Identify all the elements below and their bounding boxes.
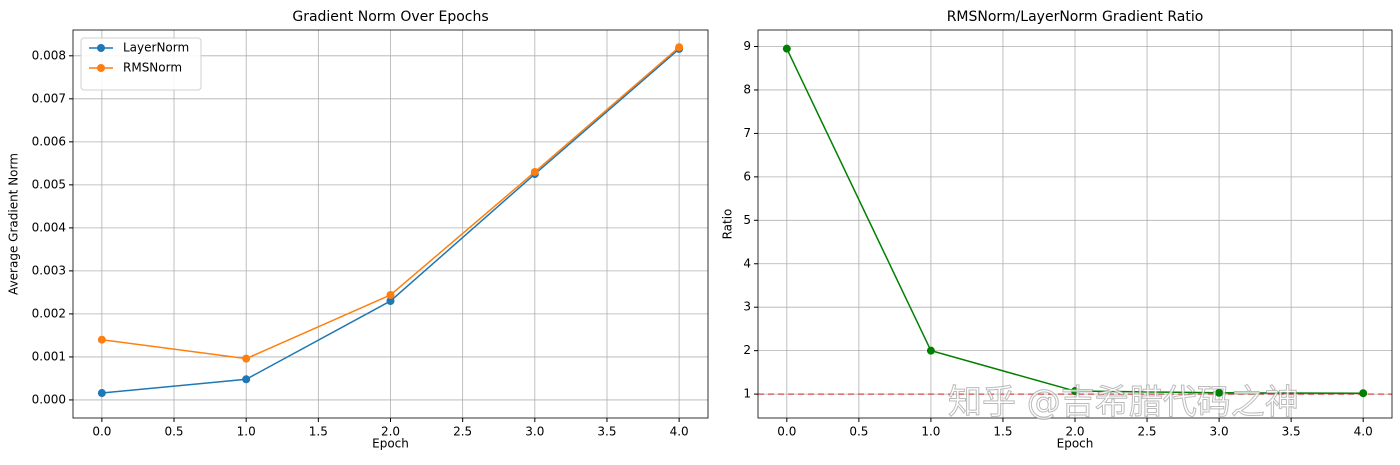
y-tick-label: 2 (743, 343, 751, 357)
x-tick-label: 2.0 (1065, 425, 1084, 439)
y-axis-label: Ratio (721, 209, 735, 240)
point (97, 335, 106, 344)
point (1359, 389, 1368, 398)
x-axis-label: Epoch (1057, 437, 1094, 451)
x-tick-label: 3.5 (597, 425, 616, 439)
chart-title: RMSNorm/LayerNorm Gradient Ratio (947, 9, 1204, 25)
x-tick-label: 2.0 (381, 425, 400, 439)
y-tick-label: 6 (743, 169, 751, 183)
y-tick-label: 0.004 (32, 220, 66, 234)
y-tick-label: 5 (743, 213, 751, 227)
y-tick-label: 0.003 (32, 263, 66, 277)
y-tick-label: 0.001 (32, 349, 66, 363)
point (675, 43, 684, 52)
y-tick-label: 4 (743, 256, 751, 270)
x-tick-label: 3.0 (1210, 425, 1229, 439)
point (782, 44, 791, 53)
legend-marker (97, 64, 105, 72)
point (386, 290, 395, 299)
x-tick-label: 0.5 (164, 425, 183, 439)
chart-title: Gradient Norm Over Epochs (292, 9, 488, 25)
point (1071, 387, 1079, 396)
point (530, 167, 539, 176)
y-tick-label: 0.000 (32, 392, 66, 406)
point (242, 375, 251, 384)
plot-frame (72, 29, 709, 419)
x-tick-label: 3.5 (1282, 425, 1301, 439)
legend-label: LayerNorm (123, 41, 189, 55)
y-tick-label: 8 (743, 82, 751, 96)
point (926, 346, 935, 355)
y-tick-label: 0.005 (32, 177, 66, 191)
x-tick-label: 0.0 (92, 425, 111, 439)
watermark: 知乎 @吉希腊代码之神 (948, 383, 1299, 423)
plot-frame (757, 29, 1393, 419)
legend-marker (97, 44, 105, 52)
x-tick-label: 3.0 (525, 425, 544, 439)
y-tick-label: 0.008 (32, 48, 66, 62)
y-tick-label: 1 (743, 387, 751, 401)
x-tick-label: 2.5 (453, 425, 472, 439)
x-tick-label: 2.5 (1137, 425, 1156, 439)
y-tick-label: 0.007 (32, 91, 66, 105)
x-tick-label: 1.0 (921, 425, 940, 439)
x-tick-label: 0.5 (849, 425, 868, 439)
y-tick-label: 9 (743, 39, 751, 53)
point (1215, 388, 1224, 397)
y-tick-label: 7 (743, 126, 751, 140)
legend-label: RMSNorm (123, 61, 182, 75)
point (386, 296, 395, 305)
x-tick-label: 0.0 (777, 425, 796, 439)
y-tick-label: 0.002 (32, 306, 66, 320)
point (242, 354, 251, 363)
x-tick-label: 4.0 (1354, 425, 1373, 439)
x-tick-label: 4.0 (670, 425, 689, 439)
point (97, 389, 106, 398)
x-tick-label: 1.5 (309, 425, 328, 439)
y-tick-label: 3 (743, 300, 751, 314)
y-axis-label: Average Gradient Norm (7, 153, 21, 295)
x-tick-label: 1.5 (993, 425, 1012, 439)
legend-box (80, 37, 202, 91)
x-axis-label: Epoch (372, 437, 409, 451)
x-tick-label: 1.0 (237, 425, 256, 439)
y-tick-label: 0.006 (32, 134, 66, 148)
